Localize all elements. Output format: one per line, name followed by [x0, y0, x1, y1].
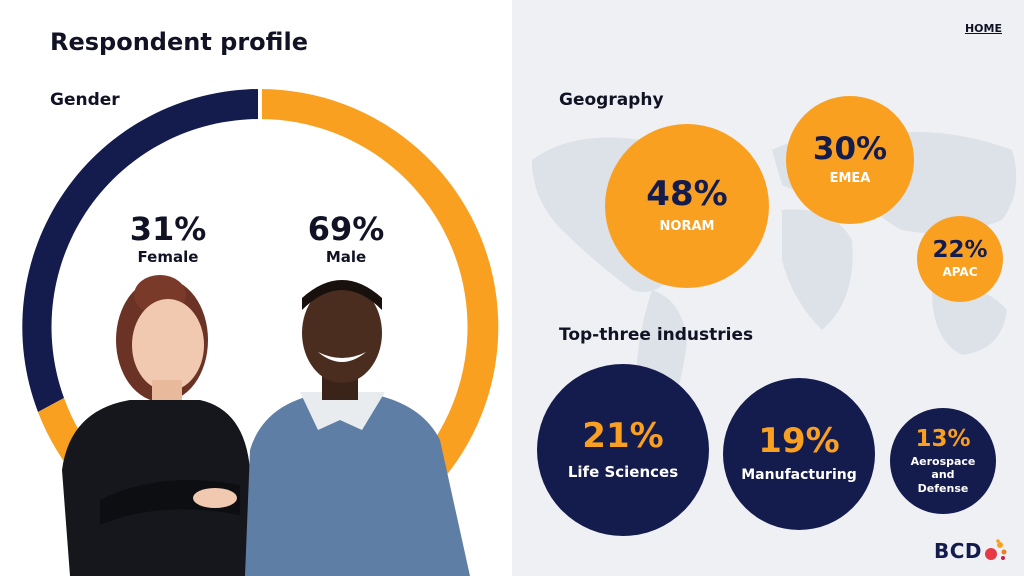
- noram-pct: 48%: [646, 174, 728, 215]
- male-pct: 69%: [307, 210, 385, 248]
- aerospace-label: Aerospace and Defense: [910, 455, 976, 495]
- male-stat: 69% Male: [296, 212, 396, 266]
- geography-label: Geography: [559, 90, 664, 110]
- right-panel: HOME Geography 48% NORAM 30% EMEA 22% AP…: [512, 0, 1024, 576]
- geo-bubble-emea: 30% EMEA: [786, 96, 914, 224]
- life-sciences-pct: 21%: [582, 416, 664, 457]
- man-photo: [245, 280, 470, 576]
- industry-bubble-life-sciences: 21% Life Sciences: [537, 364, 709, 536]
- manufacturing-pct: 19%: [758, 420, 840, 461]
- female-stat: 31% Female: [118, 212, 218, 266]
- geo-bubble-noram: 48% NORAM: [605, 124, 769, 288]
- page-title: Respondent profile: [50, 28, 308, 56]
- female-pct: 31%: [129, 210, 207, 248]
- respondent-photos: [62, 275, 470, 576]
- apac-pct: 22%: [932, 237, 988, 264]
- gender-donut-chart: [22, 88, 499, 565]
- gender-label: Gender: [50, 90, 120, 110]
- female-label: Female: [137, 248, 199, 266]
- logo-text: BCD: [933, 539, 982, 563]
- life-sciences-label: Life Sciences: [567, 462, 679, 481]
- female-arc: [22, 89, 261, 412]
- apac-label: APAC: [942, 265, 978, 280]
- noram-label: NORAM: [659, 219, 715, 235]
- industry-bubble-manufacturing: 19% Manufacturing: [723, 378, 875, 530]
- manufacturing-label: Manufacturing: [741, 467, 857, 484]
- industries-label: Top-three industries: [559, 325, 754, 345]
- home-link[interactable]: HOME: [964, 22, 1002, 35]
- industry-bubble-aerospace: 13% Aerospace and Defense: [890, 408, 996, 514]
- emea-label: EMEA: [829, 171, 871, 187]
- geo-bubble-apac: 22% APAC: [917, 216, 1003, 302]
- aerospace-pct: 13%: [915, 426, 971, 453]
- logo-dots-icon: [985, 539, 1007, 560]
- emea-pct: 30%: [812, 130, 888, 167]
- bcd-logo: BCD: [934, 538, 1008, 564]
- woman-photo: [62, 275, 250, 576]
- left-panel: Respondent profile Gender 31% Female 69%…: [22, 28, 499, 576]
- male-label: Male: [325, 248, 367, 266]
